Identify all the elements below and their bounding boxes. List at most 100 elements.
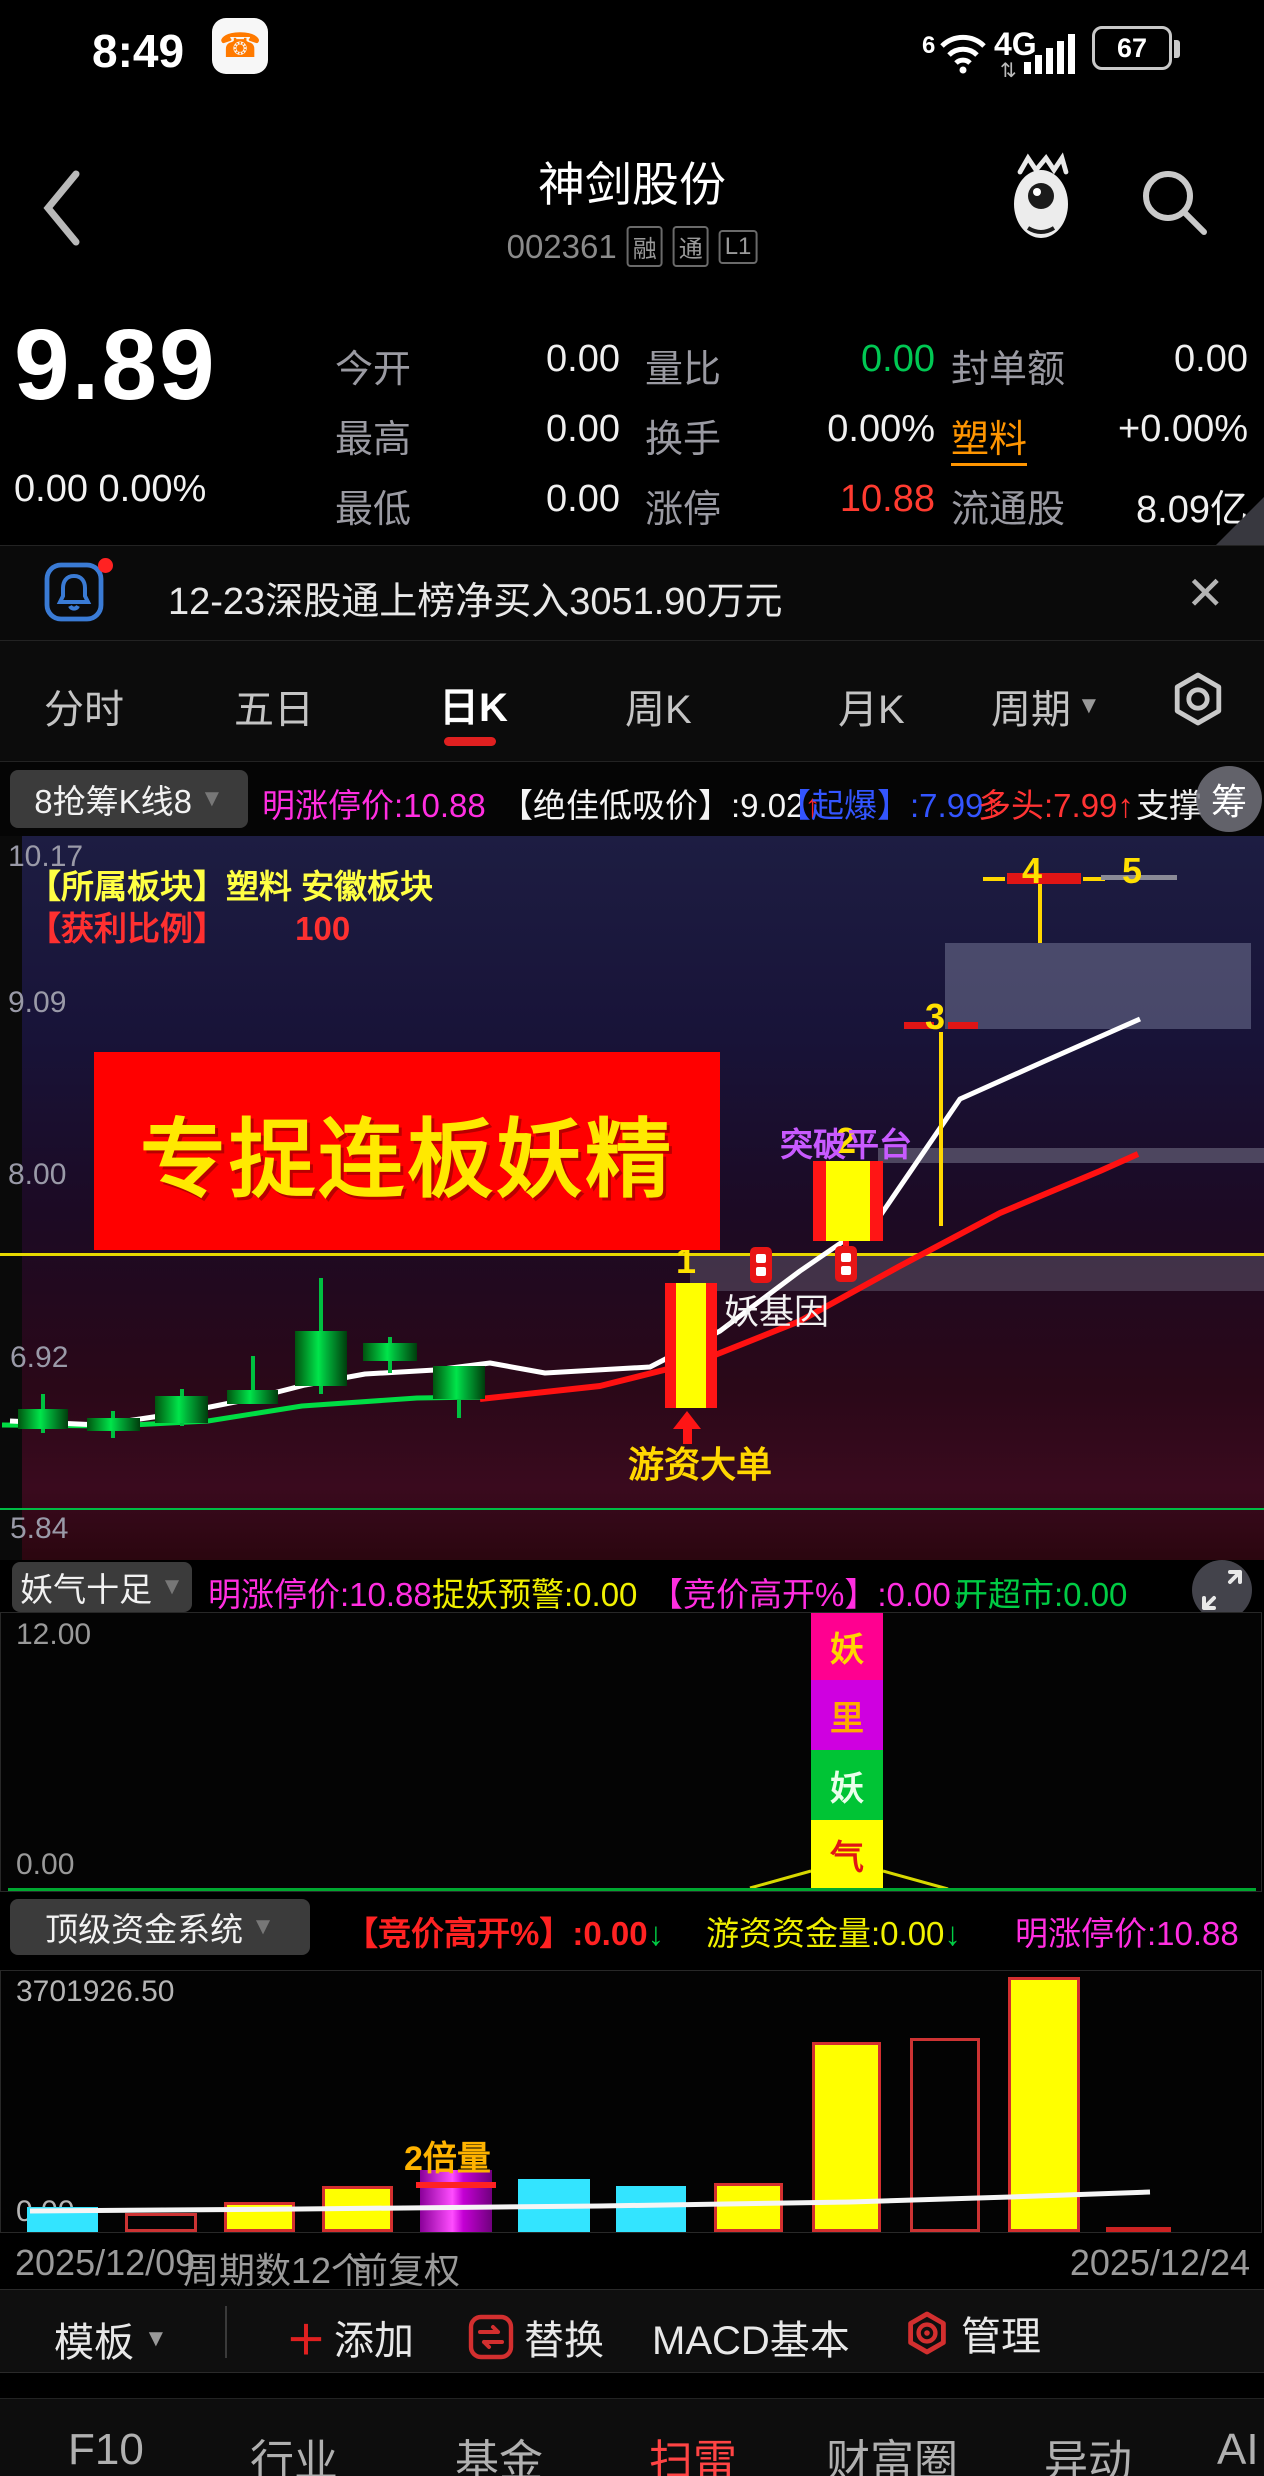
yellow-price-line (0, 1253, 1264, 1256)
sector-link[interactable]: 塑料 (951, 408, 1028, 466)
chevron-down-icon: ▼ (144, 2325, 168, 2352)
tag-l1: L1 (718, 229, 758, 264)
chart-settings-icon[interactable] (1168, 671, 1228, 731)
funds-selector[interactable]: 顶级资金系统 ▼ (10, 1899, 310, 1955)
yaoqi-bid: 【竞价高开%】:0.00↓ (650, 1568, 967, 1616)
hot-money-annotation: 游资大单 (628, 1444, 773, 1485)
marker-4-line (1038, 884, 1042, 943)
nav-wealth-circle[interactable]: 财富圈 (826, 2437, 958, 2476)
platform-zone-line (878, 1148, 1264, 1163)
funds-limit: 明涨停价:10.88 (1015, 1915, 1239, 1952)
platform-zone-upper (945, 943, 1251, 1029)
y-label: 6.92 (10, 1341, 69, 1374)
label-low: 最低 (335, 489, 412, 531)
kline-indicator-selector[interactable]: 8抢筹K线8 ▼ (10, 770, 248, 828)
chip-float-button[interactable]: 筹 (1196, 766, 1262, 832)
bell-icon (44, 562, 104, 622)
ind-ignite: 【起爆】:7.99↑ (778, 779, 1000, 827)
yaoqi-open: 开超市:0.00 (955, 1576, 1128, 1613)
network-type-label: 4G (994, 26, 1037, 62)
add-indicator-button[interactable]: ＋ 添加 (286, 2308, 414, 2366)
yaoqi-panel: 妖气十足 ▼ 明涨停价:10.88 捉妖预警:0.00 【竞价高开%】:0.00… (0, 1560, 1264, 1895)
buy-arrow-icon (673, 1411, 701, 1429)
battery-icon: 67 (1092, 26, 1172, 70)
yaoqi-selector[interactable]: 妖气十足 ▼ (12, 1562, 192, 1612)
expand-icon[interactable] (1192, 1560, 1252, 1620)
yaoqi-selector-label: 妖气十足 (20, 1571, 153, 1608)
yaoqi-bar-seg-2: 里 (811, 1680, 883, 1750)
swap-icon (468, 2314, 514, 2360)
y-label: 8.00 (8, 1158, 67, 1191)
title-header: 神剑股份 002361 融 通 L1 (0, 110, 1264, 290)
tab-minute[interactable]: 分时 (44, 688, 124, 732)
value-high: 0.00 (546, 408, 620, 450)
marker-3: 3 (925, 996, 946, 1037)
tab-monthly-k[interactable]: 月K (838, 688, 905, 732)
marker-4-dash-left (983, 877, 1005, 881)
volume-bar (616, 2186, 686, 2232)
nav-industry[interactable]: 行业 (250, 2437, 338, 2476)
limitup-candle-2 (813, 1161, 883, 1241)
label-turnover: 换手 (645, 419, 722, 461)
chevron-down-icon: ▼ (199, 785, 224, 812)
battery-nub (1174, 40, 1180, 58)
tab-fiveday[interactable]: 五日 (234, 688, 314, 732)
marker-5-line (1101, 875, 1177, 880)
macd-basic-button[interactable]: MACD基本 (652, 2319, 850, 2363)
template-label: 模板 (54, 2321, 134, 2365)
indicator-toolbar: 模板 ▼ ＋ 添加 替换 MACD基本 管理 (0, 2289, 1264, 2373)
value-low: 0.00 (546, 478, 620, 520)
search-icon[interactable] (1136, 164, 1212, 240)
yaoqi-baseline (8, 1888, 1256, 1891)
close-icon[interactable]: ✕ (1186, 567, 1225, 619)
volume-bar-double (420, 2170, 492, 2232)
volume-bar-flat (1106, 2227, 1171, 2232)
tab-period-dropdown[interactable]: 周期 ▼ (991, 677, 1101, 735)
nav-ai[interactable]: AI (1217, 2425, 1259, 2474)
buy-signal-marker (750, 1247, 772, 1283)
nav-funds[interactable]: 基金 (455, 2437, 543, 2476)
news-bar[interactable]: 12-23深股通上榜净买入3051.90万元 ✕ (0, 546, 1264, 640)
messenger-app-icon: ☎ (212, 18, 268, 74)
seg-char: 里 (830, 1699, 864, 1738)
breakout-annotation: 突破平台 (780, 1126, 912, 1163)
ad-banner-text: 专捉连板妖精 (140, 1111, 674, 1208)
label-sealamount: 封单额 (951, 349, 1066, 391)
platform-zone-lower (690, 1256, 1264, 1291)
nav-minesweep[interactable]: 扫雷 (649, 2437, 737, 2476)
value-volratio: 0.00 (861, 338, 935, 380)
nav-movement[interactable]: 异动 (1044, 2437, 1132, 2476)
buy-signal-marker (835, 1246, 857, 1282)
tab-daily-k[interactable]: 日K (439, 686, 508, 730)
y-label: 10.17 (8, 840, 84, 873)
sector-overlay: 【所属板块】塑料 安徽板块 (28, 868, 434, 905)
ind-low-suck-text: 【绝佳低吸价】:9.02 (500, 787, 805, 824)
manage-button[interactable]: 管理 (903, 2304, 1041, 2362)
ind-limit-up: 明涨停价:10.88 (262, 787, 486, 824)
replace-indicator-button[interactable]: 替换 (468, 2308, 604, 2366)
period-tab-bar: 分时 五日 日K 周K 月K 周期 ▼ (0, 641, 1264, 761)
down-arrow: ↓ (944, 1915, 961, 1952)
up-arrow: ↑ (804, 787, 821, 824)
tab-weekly-k[interactable]: 周K (625, 688, 692, 732)
funds-selector-label: 顶级资金系统 (45, 1911, 244, 1948)
chevron-down-icon: ▼ (1077, 692, 1101, 719)
x-label-adjust: 前复权 (352, 2250, 461, 2291)
mascot-icon[interactable] (1004, 152, 1078, 248)
nav-f10[interactable]: F10 (68, 2425, 144, 2474)
active-tab-underline (444, 737, 496, 746)
kline-indicator-name: 8抢筹K线8 (34, 783, 192, 820)
ad-banner: 专捉连板妖精 (94, 1052, 720, 1250)
yaoqi-limit: 明涨停价:10.88 (208, 1576, 432, 1613)
value-limitup: 10.88 (839, 478, 935, 520)
phone-icon: ☎ (218, 27, 262, 65)
up-arrow: ↑ (1117, 787, 1134, 824)
toolbar-divider (225, 2306, 227, 2358)
back-icon[interactable] (40, 168, 84, 248)
template-dropdown[interactable]: 模板 ▼ (54, 2310, 168, 2368)
signal-bars-icon (1024, 30, 1080, 74)
volume-bar (125, 2213, 197, 2232)
pennant-lines (749, 1869, 949, 1891)
marker-1: 1 (676, 1240, 697, 1281)
